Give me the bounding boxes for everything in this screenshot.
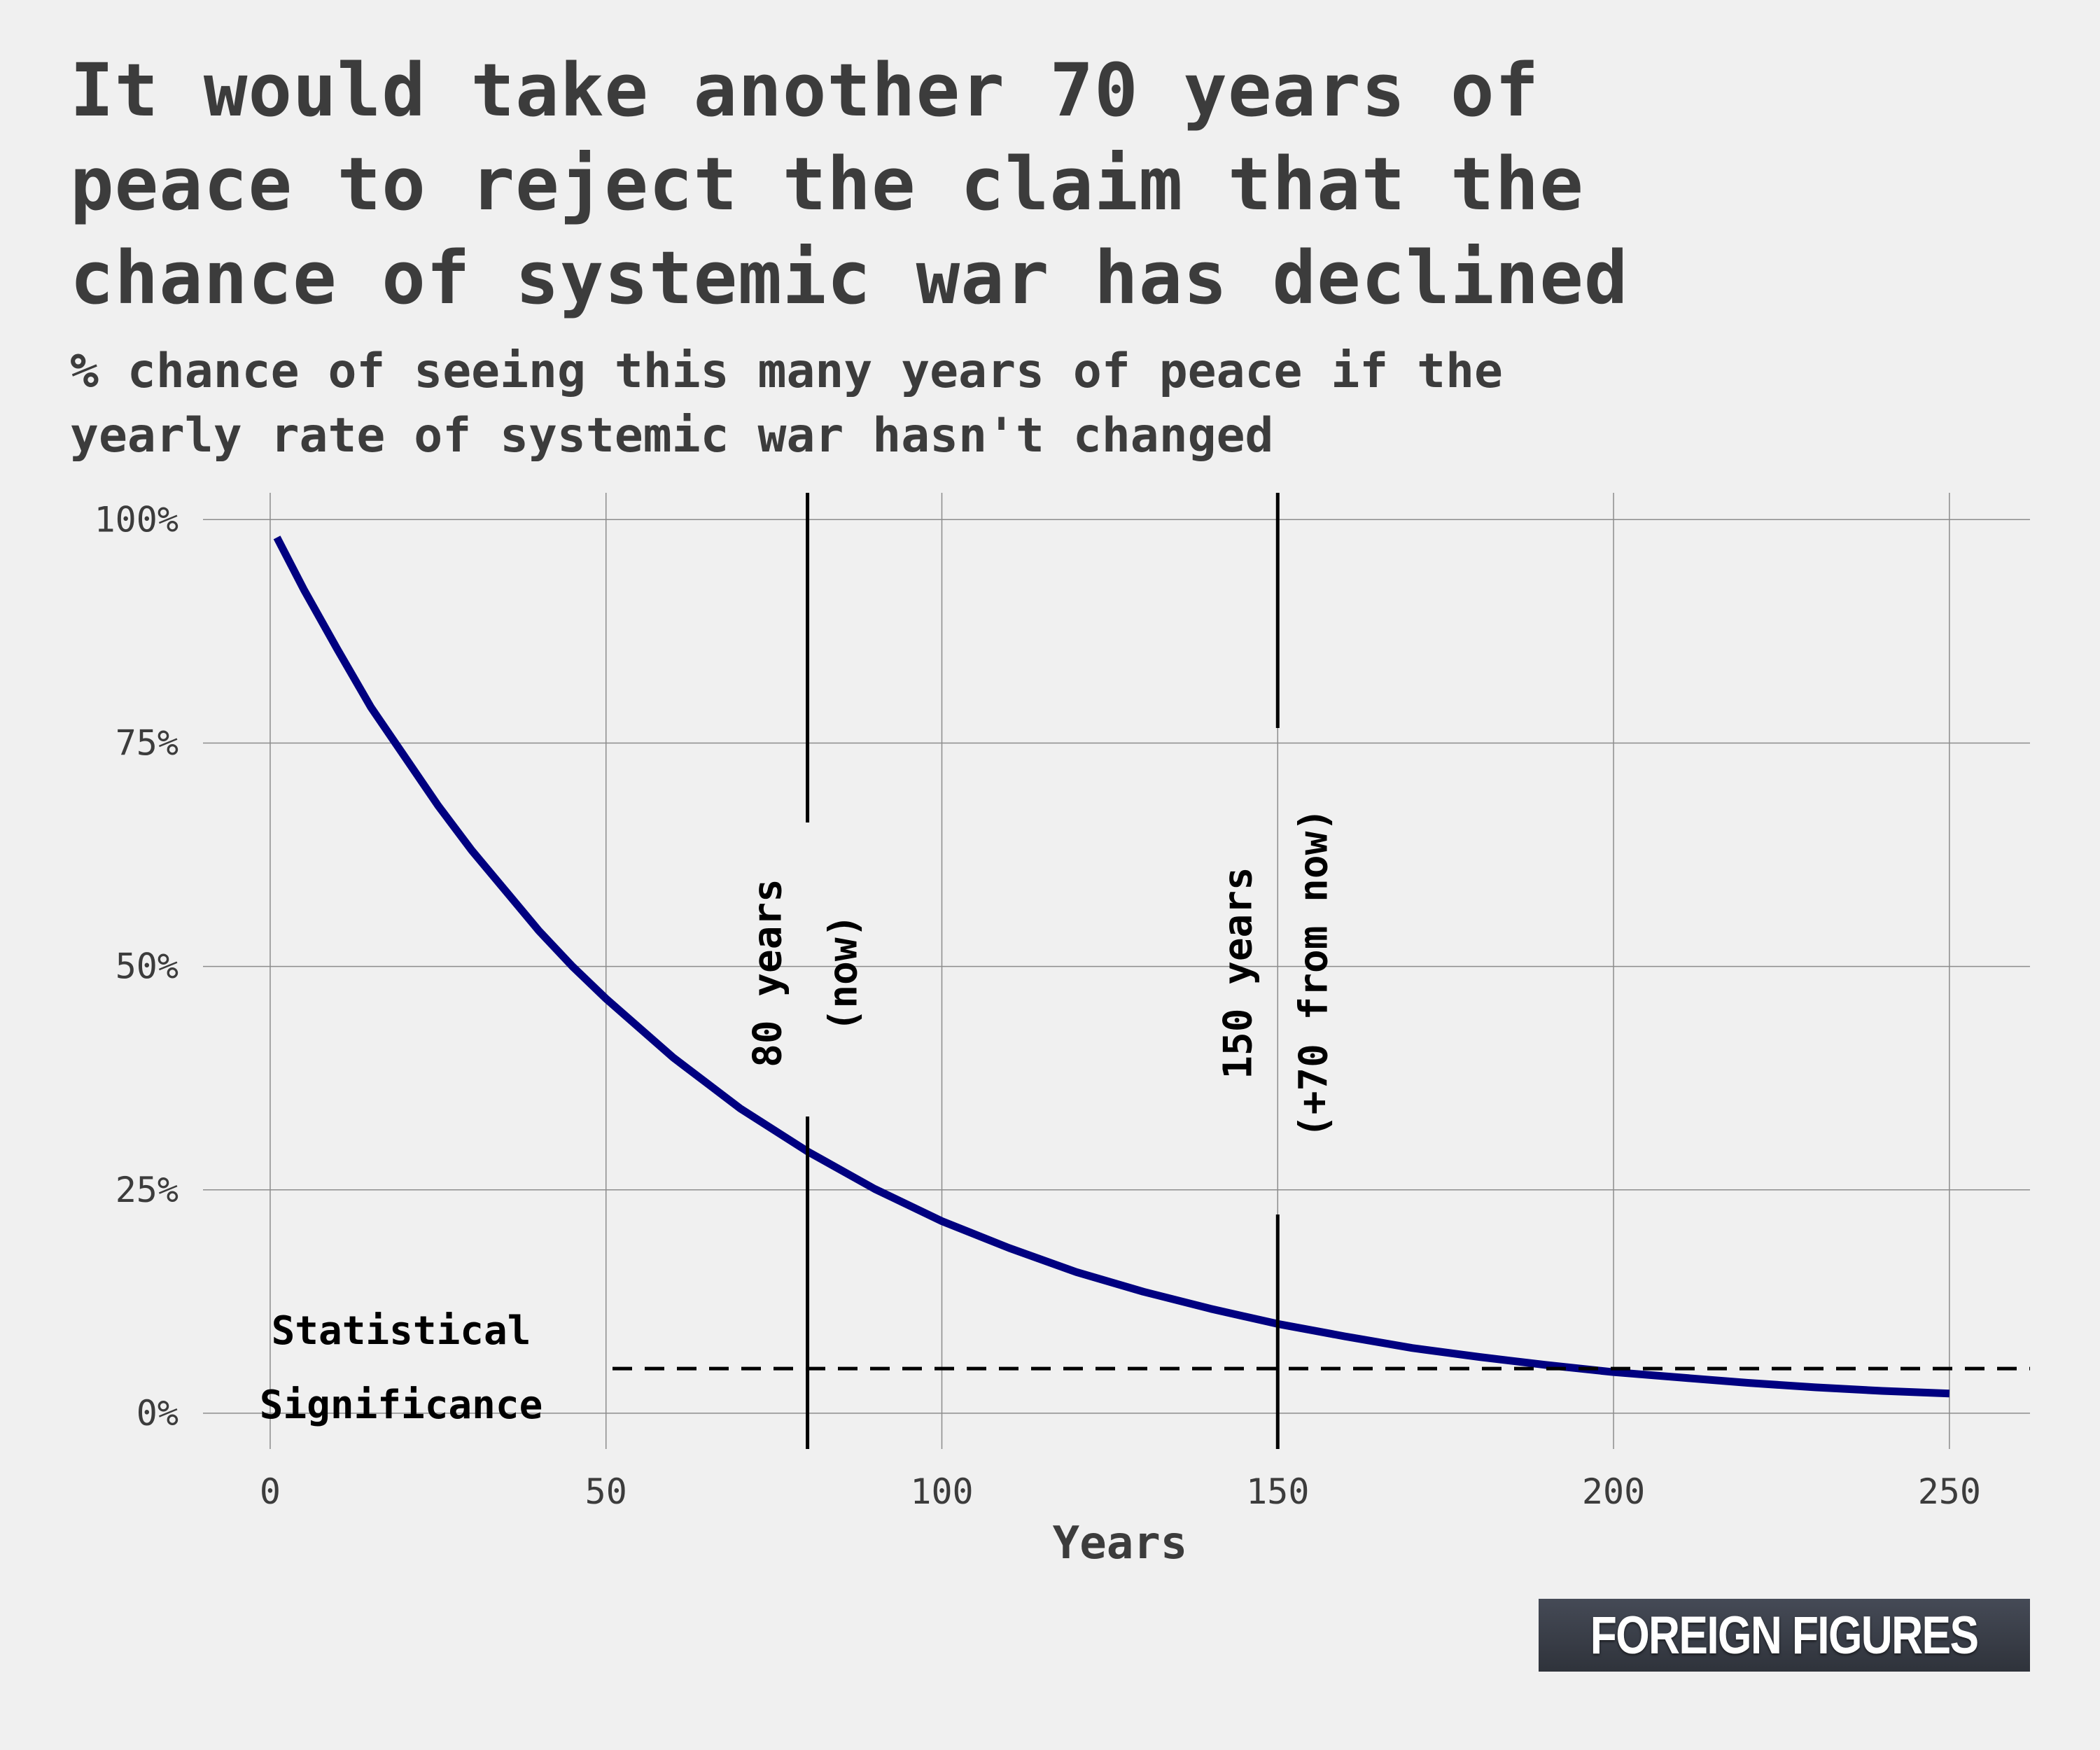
logo-text: FOREIGN FIGURES	[1590, 1605, 1979, 1665]
vline-label-80: 80 years	[746, 878, 791, 1068]
x-tick-label: 250	[1918, 1471, 1981, 1512]
vline-label-150: 150 years	[1215, 867, 1261, 1079]
y-tick-label: 25%	[115, 1170, 178, 1210]
significance-line: Statistical Significance	[260, 1308, 2030, 1428]
vline-sublabel-150: (+70 from now)	[1291, 808, 1336, 1138]
chart-title: It would take another 70 years of peace …	[70, 48, 1629, 321]
y-tick-label: 0%	[136, 1393, 178, 1434]
grid-lines	[203, 493, 2030, 1449]
x-axis-ticks: 0 50 100 150 200 250	[260, 1471, 1981, 1512]
series-layer	[273, 536, 1950, 1398]
x-tick-label: 0	[260, 1471, 281, 1512]
foreign-figures-logo: FOREIGN FIGURES	[1539, 1599, 2030, 1672]
x-tick-label: 150	[1246, 1471, 1309, 1512]
y-tick-label: 100%	[94, 499, 178, 540]
x-axis-title: Years	[1053, 1518, 1188, 1569]
x-tick-label: 50	[585, 1471, 627, 1512]
y-axis-ticks: 0% 25% 50% 75% 100%	[94, 499, 178, 1434]
x-tick-label: 100	[910, 1471, 973, 1512]
significance-label-line2: Significance	[260, 1382, 543, 1428]
y-tick-label: 75%	[115, 722, 178, 763]
reference-lines: 80 years (now) 150 years (+70 from now)	[746, 493, 1336, 1449]
significance-label-line1: Statistical	[272, 1308, 531, 1354]
series-line-0	[273, 536, 1950, 1398]
x-tick-label: 200	[1582, 1471, 1645, 1512]
y-tick-label: 50%	[115, 946, 178, 987]
chart-subtitle: % chance of seeing this many years of pe…	[70, 344, 1503, 463]
vline-sublabel-80: (now)	[821, 914, 867, 1032]
